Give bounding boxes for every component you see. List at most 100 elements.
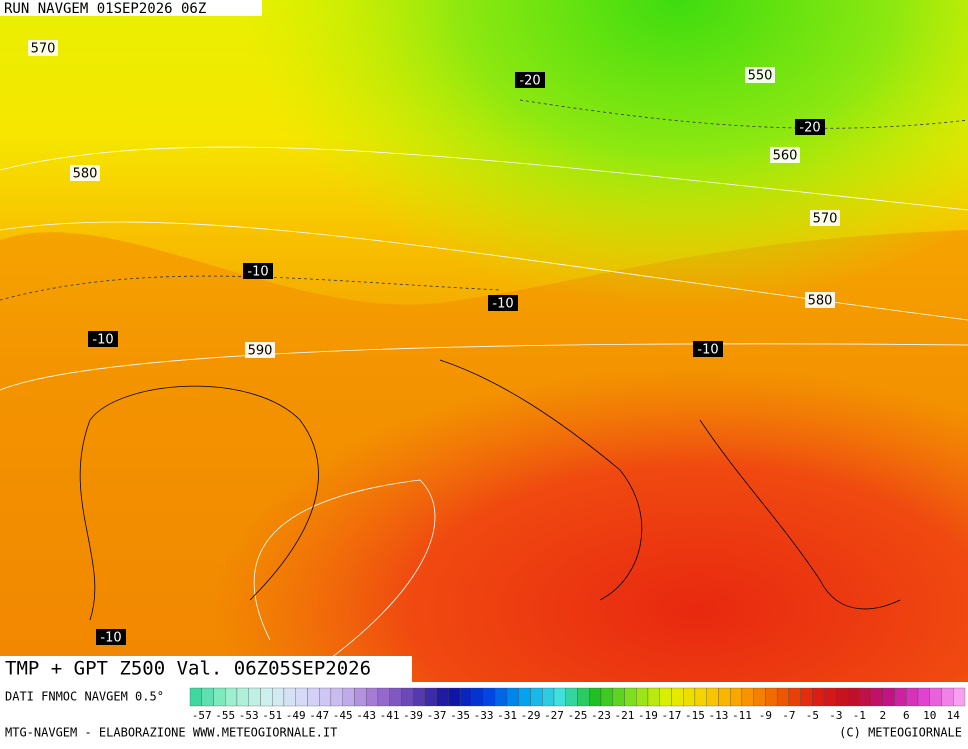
isotherm — [519, 99, 968, 129]
scale-label: -13 — [708, 709, 728, 722]
height-label: 560 — [773, 149, 798, 164]
scale-swatch — [730, 687, 743, 707]
scale-label: -27 — [544, 709, 564, 722]
scale-label: -17 — [662, 709, 682, 722]
isotherm — [0, 275, 501, 301]
scale-swatch — [906, 687, 919, 707]
scale-swatch — [365, 687, 379, 707]
source: DATI FNMOC NAVGEM 0.5° — [5, 690, 164, 704]
scale-label: -33 — [474, 709, 494, 722]
scale-label: -53 — [239, 709, 259, 722]
scale-swatch — [295, 687, 308, 707]
scale-swatch — [189, 687, 202, 707]
temp-label: -10 — [247, 265, 268, 280]
scale-label: -43 — [356, 709, 376, 722]
scale-label: 10 — [923, 709, 936, 722]
scale-swatch — [800, 687, 813, 707]
scale-label: -5 — [806, 709, 819, 722]
temp-label: -10 — [492, 297, 513, 312]
scale-swatch — [659, 687, 672, 707]
scale-label: -19 — [638, 709, 658, 722]
scale-swatch — [823, 687, 836, 707]
scale-swatch — [776, 687, 790, 707]
scale-swatch — [201, 687, 214, 707]
scale-swatch — [941, 687, 954, 707]
scale-swatch — [213, 687, 226, 707]
scale-swatch — [788, 687, 801, 707]
height-label: 570 — [31, 42, 56, 57]
run-label: RUN NAVGEM 01SEP2026 06Z — [4, 1, 206, 17]
scale-label: -39 — [403, 709, 423, 722]
isohypse — [0, 146, 968, 211]
scale-label: -31 — [497, 709, 517, 722]
scale-swatch — [671, 687, 684, 707]
height-label-box — [28, 40, 58, 56]
temp-label: -10 — [100, 631, 121, 646]
scale-swatch — [718, 687, 731, 707]
scale-swatch — [647, 687, 660, 707]
scale-swatch — [412, 687, 425, 707]
scale-swatch — [929, 687, 942, 707]
map-title: TMP + GPT Z500 Val. 06Z05SEP2026 — [5, 658, 371, 680]
scale-label: -1 — [853, 709, 866, 722]
scale-swatch — [377, 687, 390, 707]
scale-label: 6 — [903, 709, 910, 722]
scale-swatch — [530, 687, 543, 707]
scale-label: -41 — [380, 709, 400, 722]
scale-label: -37 — [427, 709, 447, 722]
scale-swatch — [248, 687, 261, 707]
scale-swatch — [459, 687, 472, 707]
scale-label: -29 — [521, 709, 541, 722]
temp-label-box — [96, 629, 126, 645]
scale-swatch — [694, 687, 707, 707]
map — [0, 0, 968, 682]
temp-label-box — [88, 331, 118, 347]
scale-label: -7 — [782, 709, 795, 722]
scale-swatch — [483, 687, 496, 707]
scale-label: 2 — [879, 709, 886, 722]
scale-swatch — [612, 687, 625, 707]
scale-swatch — [589, 687, 602, 707]
scale-label: -15 — [685, 709, 705, 722]
scale-swatch — [859, 687, 872, 707]
scale-label: -9 — [759, 709, 772, 722]
temp-label-box — [515, 72, 545, 88]
scale-swatch — [565, 687, 578, 707]
isohypse — [0, 221, 968, 321]
scale-swatch — [706, 687, 719, 707]
height-label-box — [745, 67, 775, 83]
temp-label-box — [243, 263, 273, 279]
scale-swatch — [636, 687, 649, 707]
scale-swatch — [424, 687, 437, 707]
scale-label: -51 — [262, 709, 282, 722]
warm-area — [0, 200, 968, 682]
scale-swatch — [225, 687, 238, 707]
scale-label: -3 — [829, 709, 842, 722]
scale-label: -25 — [568, 709, 588, 722]
height-label-box — [70, 165, 100, 181]
isohypse — [253, 479, 436, 681]
temp-label: -10 — [697, 343, 718, 358]
scale-swatch — [401, 687, 414, 707]
scale-label: -57 — [192, 709, 212, 722]
height-label-box — [770, 147, 800, 163]
height-label: 580 — [73, 167, 98, 182]
scale-swatch — [624, 687, 637, 707]
scale-swatch — [765, 687, 778, 707]
temp-label: -20 — [519, 74, 540, 89]
header-box — [0, 0, 262, 16]
scale-label: -35 — [450, 709, 470, 722]
scale-swatch — [471, 687, 484, 707]
temp-label: -20 — [799, 121, 820, 136]
scale-swatch — [953, 687, 966, 707]
height-label: 550 — [748, 69, 773, 84]
coastline — [439, 359, 643, 601]
height-label-box — [810, 210, 840, 226]
scale-swatch — [542, 687, 555, 707]
scale-swatch — [448, 687, 461, 707]
scale-swatch — [882, 687, 895, 707]
scale-swatch — [553, 687, 566, 707]
scale-label: -23 — [591, 709, 611, 722]
scale-label: -11 — [732, 709, 752, 722]
height-label-box — [805, 292, 835, 308]
